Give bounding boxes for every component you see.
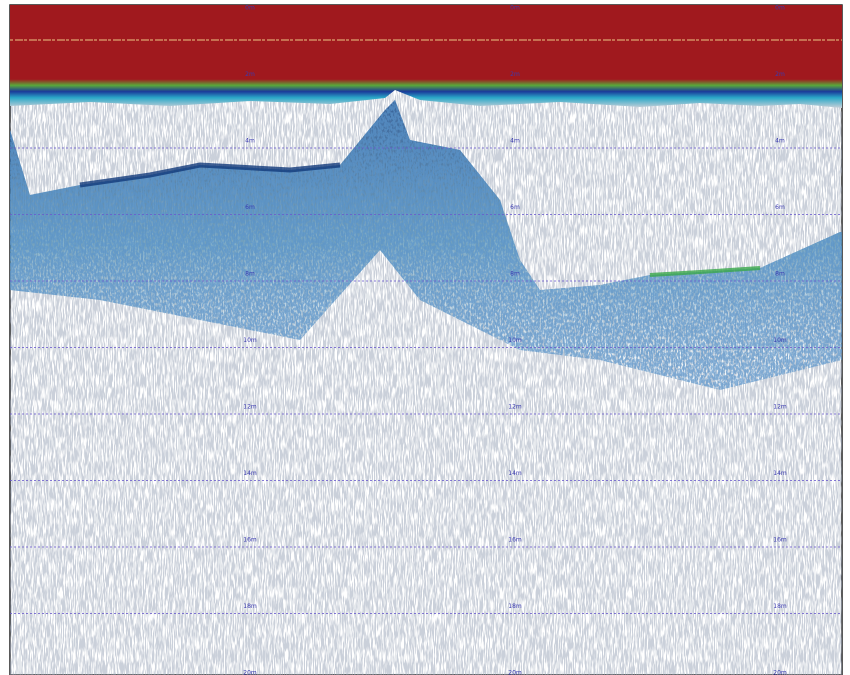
depth-label: 10m xyxy=(508,337,522,344)
depth-label: 14m xyxy=(773,470,787,477)
depth-label: 20m xyxy=(773,670,787,675)
depth-label: 0m xyxy=(510,5,520,12)
depth-label: 4m xyxy=(775,138,785,145)
depth-label: 20m xyxy=(243,670,257,675)
page: 0m 0m 0m 2m 2m 2m 4m 4m 4m 6m 6m 6m 8m 8m 8m 10m 10m 10m 1… xyxy=(0,0,850,675)
surface-band xyxy=(10,5,842,108)
depth-label: 20m xyxy=(508,670,522,675)
depth-label: 16m xyxy=(243,537,257,544)
depth-label: 6m xyxy=(775,204,785,211)
depth-label: 8m xyxy=(775,271,785,278)
depth-label: 14m xyxy=(508,470,522,477)
depth-label: 2m xyxy=(245,71,255,78)
depth-label: 8m xyxy=(245,271,255,278)
depth-label: 18m xyxy=(243,603,257,610)
depth-label: 0m xyxy=(245,5,255,12)
depth-label: 18m xyxy=(773,603,787,610)
depth-label: 12m xyxy=(243,404,257,411)
depth-label: 4m xyxy=(510,138,520,145)
depth-label: 2m xyxy=(510,71,520,78)
depth-label: 10m xyxy=(773,337,787,344)
depth-label: 16m xyxy=(773,537,787,544)
depth-label: 0m xyxy=(775,5,785,12)
depth-label: 6m xyxy=(245,204,255,211)
depth-label: 14m xyxy=(243,470,257,477)
depth-label: 18m xyxy=(508,603,522,610)
depth-label: 12m xyxy=(508,404,522,411)
depth-label: 8m xyxy=(510,271,520,278)
depth-label: 2m xyxy=(775,71,785,78)
depth-label: 4m xyxy=(245,138,255,145)
depth-label: 12m xyxy=(773,404,787,411)
depth-label: 16m xyxy=(508,537,522,544)
echogram: 0m 0m 0m 2m 2m 2m 4m 4m 4m 6m 6m 6m 8m 8m 8m 10m 10m 10m 1… xyxy=(0,0,850,675)
depth-label: 6m xyxy=(510,204,520,211)
depth-label: 10m xyxy=(243,337,257,344)
